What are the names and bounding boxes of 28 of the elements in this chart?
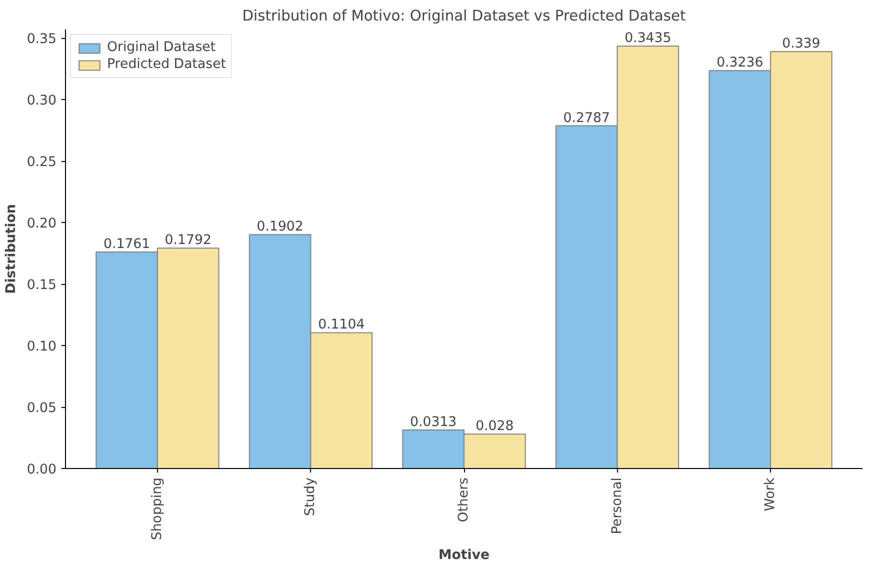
data-label: 0.2787 bbox=[563, 110, 610, 126]
data-label: 0.3435 bbox=[624, 31, 672, 46]
data-label: 0.0313 bbox=[410, 415, 457, 430]
y-tick-label: 0.15 bbox=[26, 278, 57, 294]
y-tick-label: 0.10 bbox=[26, 340, 57, 355]
y-tick-label: 0.05 bbox=[26, 401, 57, 416]
legend-label: Predicted Dataset bbox=[107, 57, 226, 72]
y-tick-label: 0.25 bbox=[26, 155, 57, 170]
y-tick-label: 0.30 bbox=[26, 94, 57, 109]
y-tick-label: 0.20 bbox=[26, 216, 57, 232]
x-tick-label: Study bbox=[303, 477, 318, 516]
data-label: 0.1761 bbox=[103, 236, 150, 252]
y-tick-label: 0.00 bbox=[26, 462, 57, 478]
data-label: 0.1104 bbox=[318, 318, 365, 333]
data-label: 0.3236 bbox=[716, 56, 764, 71]
data-label: 0.1902 bbox=[256, 220, 304, 235]
data-label: 0.1792 bbox=[164, 233, 212, 248]
x-axis-title: Motive bbox=[438, 548, 490, 564]
x-tick-label: Personal bbox=[610, 477, 625, 534]
chart-title: Distribution of Motivo: Original Dataset vs Predicted Dataset bbox=[242, 8, 686, 24]
legend-label: Original Dataset bbox=[107, 40, 216, 55]
x-tick-label: Others bbox=[456, 477, 472, 522]
x-tick-label: Shopping bbox=[150, 478, 165, 540]
x-tick-label: Work bbox=[763, 477, 778, 512]
data-label: 0.028 bbox=[476, 419, 514, 434]
y-tick-label: 0.35 bbox=[26, 32, 57, 48]
y-axis-title: Distribution bbox=[4, 204, 19, 294]
data-label: 0.339 bbox=[782, 36, 820, 52]
